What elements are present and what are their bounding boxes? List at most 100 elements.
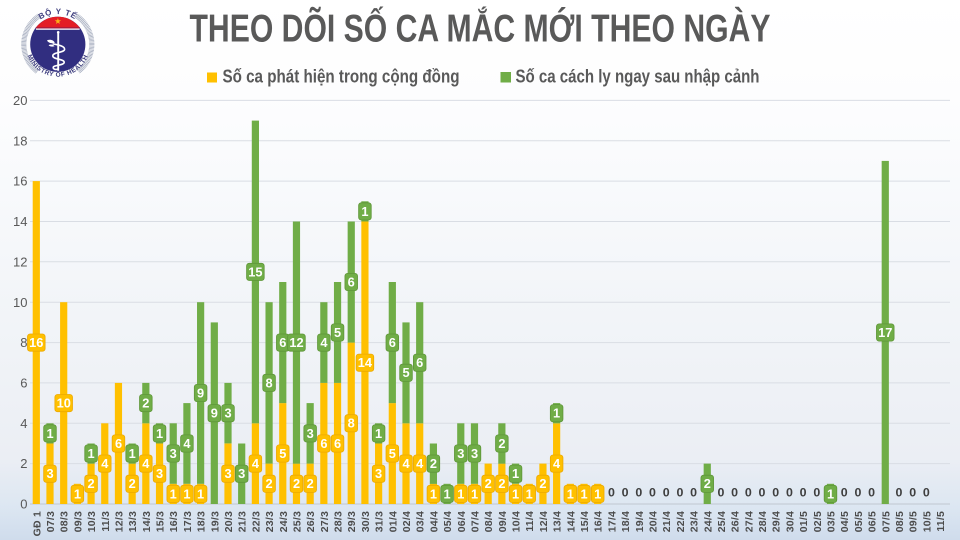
svg-text:6: 6 [279, 335, 286, 350]
svg-text:2: 2 [88, 476, 95, 491]
svg-text:26/4: 26/4 [730, 511, 742, 532]
svg-text:20: 20 [13, 93, 27, 108]
svg-text:28/4: 28/4 [757, 511, 769, 532]
svg-text:2: 2 [430, 456, 437, 471]
svg-text:6: 6 [389, 335, 396, 350]
svg-text:12/3: 12/3 [114, 511, 126, 532]
svg-text:0: 0 [717, 486, 724, 500]
svg-text:11/3: 11/3 [100, 511, 112, 532]
svg-text:07/3: 07/3 [45, 511, 57, 532]
svg-text:6: 6 [334, 436, 341, 451]
svg-text:0: 0 [923, 486, 930, 500]
svg-text:3: 3 [170, 446, 177, 461]
svg-text:0: 0 [622, 486, 629, 500]
svg-text:6: 6 [115, 436, 122, 451]
svg-text:24/4: 24/4 [702, 511, 714, 532]
svg-text:30/3: 30/3 [360, 511, 372, 532]
svg-text:31/3: 31/3 [374, 511, 386, 532]
svg-text:22/3: 22/3 [250, 511, 262, 532]
svg-text:06/5: 06/5 [867, 511, 879, 532]
svg-text:4: 4 [20, 416, 27, 431]
svg-text:27/3: 27/3 [319, 511, 331, 532]
svg-text:3: 3 [224, 466, 231, 481]
svg-text:05/4: 05/4 [442, 511, 454, 532]
svg-text:1: 1 [156, 426, 163, 441]
svg-text:15/3: 15/3 [155, 511, 167, 532]
svg-text:0: 0 [20, 497, 27, 512]
svg-text:8: 8 [20, 335, 27, 350]
svg-text:16/3: 16/3 [168, 511, 180, 532]
svg-text:06/4: 06/4 [456, 511, 468, 532]
svg-text:4: 4 [402, 456, 410, 471]
svg-text:1: 1 [526, 486, 533, 501]
svg-text:2: 2 [129, 476, 136, 491]
svg-text:3: 3 [375, 466, 382, 481]
svg-text:3: 3 [471, 446, 478, 461]
svg-text:0: 0 [909, 486, 916, 500]
svg-text:26/3: 26/3 [305, 511, 317, 532]
svg-text:2: 2 [498, 476, 505, 491]
svg-text:3: 3 [46, 466, 53, 481]
svg-text:1: 1 [827, 486, 834, 501]
svg-text:0: 0 [854, 486, 861, 500]
svg-text:2: 2 [539, 476, 546, 491]
svg-text:21/3: 21/3 [237, 511, 249, 532]
svg-text:23/4: 23/4 [689, 511, 701, 532]
svg-text:1: 1 [553, 406, 560, 421]
svg-text:1: 1 [471, 486, 478, 501]
svg-text:2: 2 [293, 476, 300, 491]
svg-text:16: 16 [13, 174, 27, 189]
svg-text:01/5: 01/5 [798, 511, 810, 532]
svg-text:09/4: 09/4 [497, 511, 509, 532]
svg-text:10/5: 10/5 [921, 511, 933, 532]
svg-text:07/5: 07/5 [880, 511, 892, 532]
svg-text:12/4: 12/4 [538, 511, 550, 532]
svg-text:15: 15 [248, 264, 262, 279]
svg-text:25/3: 25/3 [292, 511, 304, 532]
svg-text:4: 4 [101, 456, 109, 471]
svg-text:1: 1 [512, 486, 519, 501]
svg-text:8: 8 [266, 375, 273, 390]
svg-text:Số ca cách ly ngay sau nhập cả: Số ca cách ly ngay sau nhập cảnh [516, 67, 760, 87]
svg-text:2: 2 [485, 476, 492, 491]
svg-text:25/4: 25/4 [716, 511, 728, 532]
svg-text:0: 0 [649, 486, 656, 500]
svg-text:3: 3 [238, 466, 245, 481]
svg-text:05/5: 05/5 [853, 511, 865, 532]
svg-text:6: 6 [320, 436, 327, 451]
svg-text:30/4: 30/4 [784, 511, 796, 532]
svg-text:21/4: 21/4 [661, 511, 673, 532]
svg-text:24/3: 24/3 [278, 511, 290, 532]
svg-text:17/3: 17/3 [182, 511, 194, 532]
svg-text:0: 0 [800, 486, 807, 500]
svg-text:2: 2 [704, 476, 711, 491]
svg-text:17/4: 17/4 [606, 511, 618, 532]
svg-text:16: 16 [29, 335, 43, 350]
svg-text:0: 0 [663, 486, 670, 500]
svg-text:14/4: 14/4 [565, 511, 577, 532]
svg-text:0: 0 [608, 486, 615, 500]
svg-text:0: 0 [676, 486, 683, 500]
svg-text:1: 1 [129, 446, 136, 461]
svg-text:6: 6 [348, 274, 355, 289]
svg-text:03/5: 03/5 [826, 511, 838, 532]
svg-text:12: 12 [13, 254, 27, 269]
svg-text:01/4: 01/4 [387, 511, 399, 532]
svg-text:2: 2 [307, 476, 314, 491]
svg-text:08/4: 08/4 [483, 511, 495, 532]
svg-text:14: 14 [358, 355, 373, 370]
svg-text:0: 0 [896, 486, 903, 500]
svg-text:1: 1 [74, 486, 81, 501]
svg-text:18: 18 [13, 133, 27, 148]
svg-text:22/4: 22/4 [675, 511, 687, 532]
svg-text:4: 4 [183, 436, 191, 451]
svg-text:27/4: 27/4 [743, 511, 755, 532]
svg-text:2: 2 [498, 436, 505, 451]
svg-text:4: 4 [142, 456, 150, 471]
svg-text:19/3: 19/3 [209, 511, 221, 532]
svg-text:0: 0 [635, 486, 642, 500]
svg-text:18/4: 18/4 [620, 511, 632, 532]
svg-text:14/3: 14/3 [141, 511, 153, 532]
svg-text:07/4: 07/4 [470, 511, 482, 532]
svg-text:1: 1 [170, 486, 177, 501]
